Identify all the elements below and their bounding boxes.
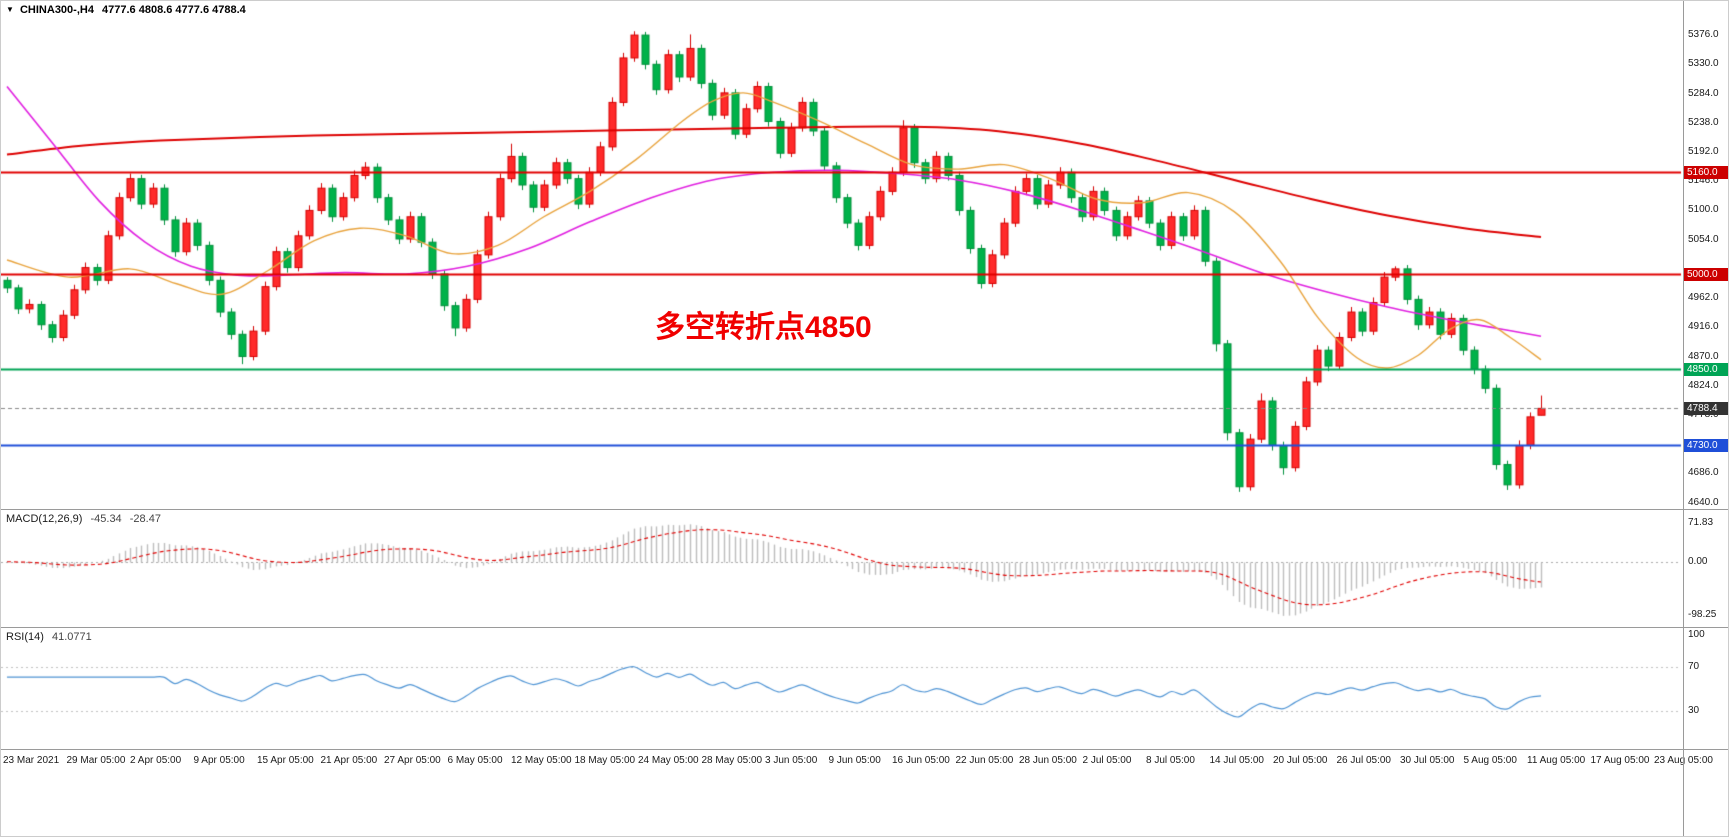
price-tick-label: 4824.0 bbox=[1688, 379, 1719, 391]
macd-tick-label: 71.83 bbox=[1688, 516, 1714, 528]
price-tick-label: 5100.0 bbox=[1688, 204, 1719, 216]
time-tick-label: 18 May 05:00 bbox=[574, 755, 636, 766]
rsi-name: RSI(14) bbox=[6, 631, 44, 643]
symbol-timeframe-label: CHINA300-,H4 bbox=[19, 4, 94, 16]
window-marker-icon: ▼ bbox=[6, 5, 14, 14]
time-tick-label: 20 Jul 05:00 bbox=[1273, 755, 1328, 766]
time-tick-label: 17 Aug 05:00 bbox=[1590, 755, 1650, 766]
time-tick-label: 6 May 05:00 bbox=[447, 755, 503, 766]
macd-name: MACD(12,26,9) bbox=[6, 513, 83, 525]
time-tick-label: 28 Jun 05:00 bbox=[1019, 755, 1077, 766]
price-line-badge: 4850.0 bbox=[1684, 362, 1728, 376]
time-tick-label: 22 Jun 05:00 bbox=[955, 755, 1014, 766]
macd-main-value: -45.34 bbox=[90, 513, 122, 525]
price-tick-label: 4640.0 bbox=[1688, 496, 1719, 508]
time-tick-label: 29 Mar 05:00 bbox=[66, 755, 126, 766]
price-pane: ▼ CHINA300-,H4 4777.6 4808.6 4777.6 4788… bbox=[1, 1, 1728, 509]
time-tick-label: 2 Jul 05:00 bbox=[1082, 755, 1132, 766]
price-tick-label: 5238.0 bbox=[1688, 116, 1719, 128]
rsi-value: 41.0771 bbox=[51, 631, 92, 643]
macd-pane: MACD(12,26,9) -45.34 -28.47 71.83 0.00 -98… bbox=[1, 509, 1728, 628]
price-tick-label: 5284.0 bbox=[1688, 87, 1719, 99]
time-tick-label: 23 Mar 2021 bbox=[3, 755, 60, 766]
price-tick-label: 4962.0 bbox=[1688, 292, 1719, 304]
time-tick-label: 11 Aug 05:00 bbox=[1527, 755, 1586, 766]
time-tick-label: 9 Apr 05:00 bbox=[193, 755, 245, 766]
price-line-badge: 5000.0 bbox=[1684, 267, 1728, 281]
price-tick-label: 4870.0 bbox=[1688, 350, 1719, 362]
time-tick-label: 8 Jul 05:00 bbox=[1146, 755, 1195, 766]
macd-tick-label: -98.25 bbox=[1688, 608, 1717, 620]
time-tick-label: 28 May 05:00 bbox=[701, 755, 763, 766]
chart-title-bar: ▼ CHINA300-,H4 4777.6 4808.6 4777.6 4788… bbox=[6, 4, 246, 16]
price-tick-label: 4686.0 bbox=[1688, 467, 1719, 479]
chart-annotation[interactable]: 多空转折点4850 bbox=[655, 311, 872, 344]
time-tick-label: 5 Aug 05:00 bbox=[1463, 755, 1517, 766]
price-tick-label: 5146.0 bbox=[1688, 175, 1719, 187]
macd-label: MACD(12,26,9) -45.34 -28.47 bbox=[6, 513, 161, 525]
time-tick-label: 16 Jun 05:00 bbox=[892, 755, 950, 766]
rsi-tick-label: 100 bbox=[1688, 629, 1705, 640]
price-tick-label: 5192.0 bbox=[1688, 145, 1719, 157]
time-tick-label: 30 Jul 05:00 bbox=[1400, 755, 1455, 766]
rsi-tick-label: 70 bbox=[1688, 661, 1700, 672]
price-line-badge: 4730.0 bbox=[1684, 438, 1728, 452]
time-tick-label: 27 Apr 05:00 bbox=[384, 755, 441, 766]
macd-chart-canvas[interactable] bbox=[1, 510, 1728, 628]
rsi-pane: RSI(14) 41.0771 100 70 30 bbox=[1, 627, 1728, 750]
macd-tick-label: 0.00 bbox=[1688, 555, 1708, 567]
time-tick-label: 24 May 05:00 bbox=[638, 755, 699, 766]
axis-separator bbox=[1683, 1, 1684, 836]
time-tick-label: 21 Apr 05:00 bbox=[320, 755, 378, 766]
price-line-badge: 5160.0 bbox=[1684, 165, 1728, 179]
macd-signal-value: -28.47 bbox=[129, 513, 161, 525]
rsi-tick-label: 30 bbox=[1688, 705, 1700, 716]
price-tick-label: 5330.0 bbox=[1688, 58, 1719, 70]
rsi-chart-canvas[interactable] bbox=[1, 628, 1728, 750]
time-tick-label: 2 Apr 05:00 bbox=[130, 755, 182, 766]
time-axis: 23 Mar 2021 29 Mar 05:00 2 Apr 05:00 9 Apr … bbox=[1, 749, 1728, 836]
price-tick-label: 4916.0 bbox=[1688, 321, 1719, 333]
price-chart-canvas[interactable] bbox=[1, 1, 1728, 509]
price-tick-label: 5054.0 bbox=[1688, 233, 1719, 245]
price-tick-label: 5376.0 bbox=[1688, 29, 1719, 41]
time-tick-label: 3 Jun 05:00 bbox=[765, 755, 818, 766]
time-tick-label: 26 Jul 05:00 bbox=[1336, 755, 1392, 766]
time-tick-label: 15 Apr 05:00 bbox=[257, 755, 314, 766]
price-line-badge: 4788.4 bbox=[1684, 401, 1728, 415]
ohlc-values: 4777.6 4808.6 4777.6 4788.4 bbox=[102, 4, 246, 16]
time-tick-label: 9 Jun 05:00 bbox=[828, 755, 881, 766]
time-tick-label: 12 May 05:00 bbox=[511, 755, 572, 766]
time-tick-label: 14 Jul 05:00 bbox=[1209, 755, 1265, 766]
rsi-label: RSI(14) 41.0771 bbox=[6, 631, 92, 643]
